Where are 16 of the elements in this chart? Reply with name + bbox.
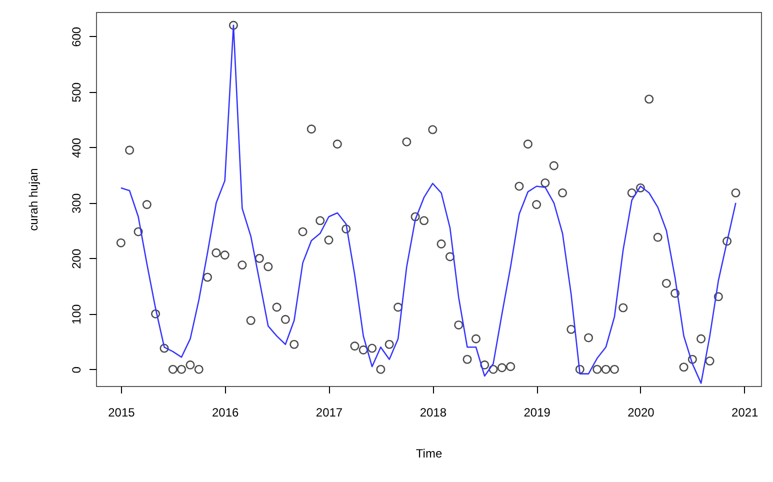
y-tick-label: 0	[70, 366, 84, 374]
y-tick-label: 500	[70, 82, 84, 102]
y-tick-label: 200	[70, 248, 84, 269]
y-axis-title: curah hujan	[26, 168, 40, 231]
y-tick-label: 300	[70, 193, 84, 214]
x-tick-label: 2017	[316, 406, 343, 420]
x-tick-label: 2020	[628, 406, 655, 420]
x-tick-label: 2016	[212, 406, 240, 420]
y-tick-label: 600	[70, 26, 84, 47]
y-tick-label: 100	[70, 304, 84, 324]
x-tick-label: 2021	[732, 406, 759, 420]
x-axis-title: Time	[416, 446, 442, 460]
x-tick-label: 2015	[108, 406, 136, 420]
y-tick-label: 400	[70, 138, 84, 158]
x-tick-label: 2019	[524, 406, 551, 420]
x-tick-label: 2018	[420, 406, 447, 420]
